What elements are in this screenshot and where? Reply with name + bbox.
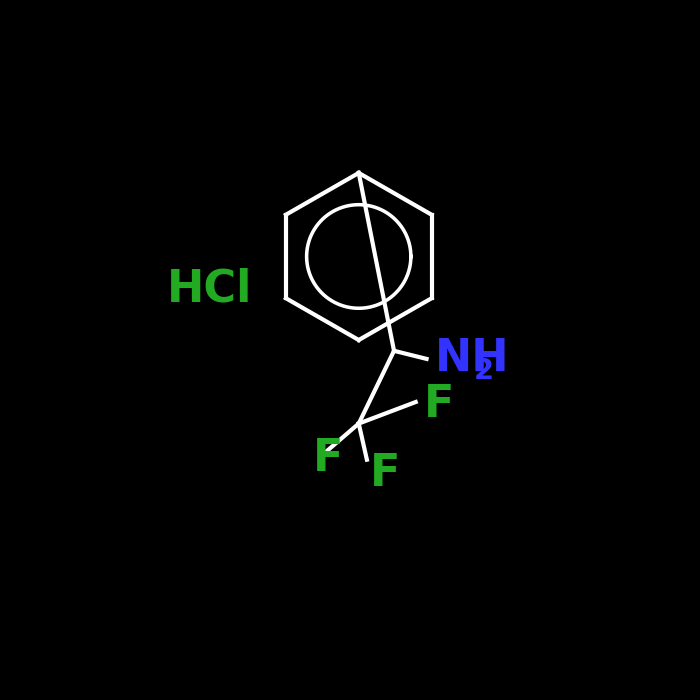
Text: F: F <box>313 437 343 480</box>
Text: F: F <box>370 452 400 495</box>
Text: HCl: HCl <box>167 267 252 310</box>
Text: 2: 2 <box>474 357 494 385</box>
Text: F: F <box>424 383 454 426</box>
Text: NH: NH <box>435 337 510 380</box>
